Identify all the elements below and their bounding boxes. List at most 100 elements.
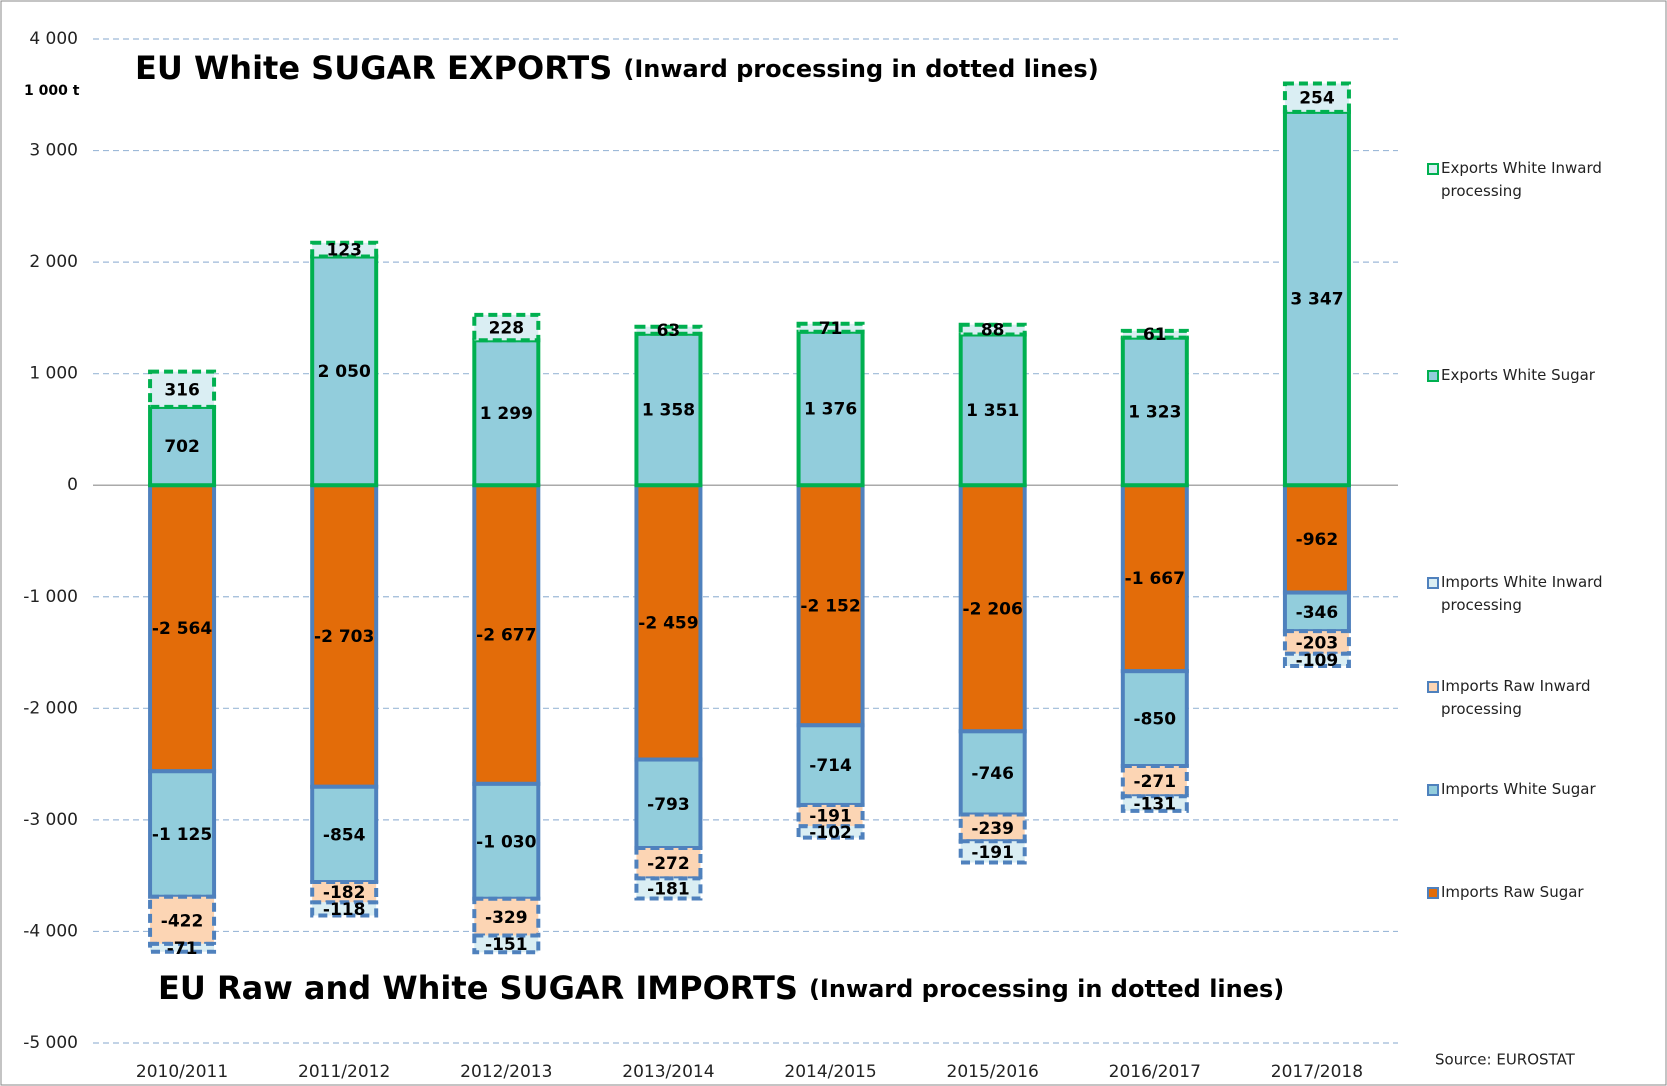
data-label: -793: [647, 795, 690, 815]
data-label: -850: [1134, 710, 1177, 730]
bar-segment: [310, 900, 379, 918]
x-tick-label: 2017/2018: [1271, 1062, 1363, 1082]
data-label: -182: [323, 883, 366, 903]
bar-segment: [310, 254, 379, 488]
data-label: -203: [1296, 633, 1339, 653]
data-label: -1 125: [152, 825, 212, 845]
bar-segment: [958, 729, 1027, 817]
legend-swatch: [1427, 887, 1439, 899]
legend-item: Exports White Inward processing: [1425, 157, 1655, 203]
x-tick-label: 2010/2011: [136, 1062, 228, 1082]
data-label: 2 050: [318, 362, 371, 382]
bar-segment: [310, 784, 379, 885]
data-label: 88: [981, 321, 1005, 341]
data-label: -2 459: [638, 613, 698, 633]
data-label: 1 358: [642, 400, 695, 420]
chart-subtitle: EU Raw and White SUGAR IMPORTS: [158, 969, 798, 1007]
x-tick-label: 2011/2012: [298, 1062, 390, 1082]
data-label: -118: [323, 900, 366, 920]
bar-segment: [958, 322, 1027, 337]
bar-segment: [472, 933, 541, 955]
bar-segment: [796, 329, 865, 488]
data-label: -1 030: [476, 832, 536, 852]
legend-item: Imports Raw Sugar: [1425, 881, 1655, 904]
data-label: 228: [489, 319, 525, 339]
bar-segment: [634, 846, 703, 881]
chart-title: EU White SUGAR EXPORTS: [135, 49, 612, 87]
legend-label: Exports White Inward processing: [1441, 159, 1602, 200]
data-label: -2 677: [476, 626, 536, 646]
y-tick-label: -3 000: [23, 810, 78, 830]
bar-segment: [148, 941, 217, 954]
bar-segment: [796, 321, 865, 334]
legend-swatch: [1427, 370, 1439, 382]
data-label: -854: [323, 825, 366, 845]
bar-segment: [796, 824, 865, 840]
bar-segment: [634, 483, 703, 762]
data-label: 1 299: [480, 404, 533, 424]
data-label: -71: [167, 939, 198, 959]
data-label: -272: [647, 854, 690, 874]
bar-segment: [472, 312, 541, 343]
data-label: -962: [1296, 530, 1339, 550]
legend-label: Imports White Sugar: [1441, 780, 1596, 798]
data-label: 316: [164, 380, 200, 400]
bar-segment: [310, 483, 379, 789]
y-tick-label: -4 000: [23, 921, 78, 941]
data-label: 1 323: [1128, 402, 1181, 422]
data-label: 123: [326, 241, 362, 261]
data-label: -191: [971, 843, 1014, 863]
data-label: -746: [971, 764, 1014, 784]
y-tick-label: 4 000: [29, 29, 78, 49]
legend-item: Imports White Inward processing: [1425, 571, 1655, 617]
bar-segment: [1120, 794, 1189, 813]
data-label: 71: [819, 319, 843, 339]
bar-segment: [1120, 669, 1189, 769]
legend-swatch: [1427, 163, 1439, 175]
bar-segment: [634, 876, 703, 901]
bar-segment: [472, 338, 541, 488]
y-axis-label: 1 000 t: [24, 83, 80, 99]
y-tick-label: -1 000: [23, 587, 78, 607]
bar-segment: [1282, 590, 1351, 634]
data-label: -1 667: [1125, 569, 1185, 589]
y-tick-label: 3 000: [29, 141, 78, 161]
data-label: -181: [647, 879, 690, 899]
data-label: 3 347: [1290, 290, 1343, 310]
bar-segment: [958, 812, 1027, 844]
y-tick-label: -2 000: [23, 698, 78, 718]
legend-label: Imports White Inward processing: [1441, 573, 1603, 614]
legend-item: Imports White Sugar: [1425, 778, 1655, 801]
data-label: -102: [809, 823, 852, 843]
legend-item: Exports White Sugar: [1425, 364, 1655, 387]
subtitle-group: EU Raw and White SUGAR IMPORTS (Inward p…: [158, 969, 1284, 1007]
x-tick-label: 2012/2013: [460, 1062, 552, 1082]
data-label: -2 703: [314, 627, 374, 647]
y-tick-label: -5 000: [23, 1033, 78, 1053]
data-label: -2 564: [152, 619, 212, 639]
data-label: -271: [1134, 772, 1177, 792]
bar-segment: [1120, 335, 1189, 488]
data-label: 1 351: [966, 401, 1019, 421]
data-label: 702: [164, 437, 200, 457]
y-tick-label: 2 000: [29, 252, 78, 272]
y-tick-label: 1 000: [29, 364, 78, 384]
bar-segment: [472, 483, 541, 786]
bar-segment: [1120, 328, 1189, 340]
data-label: 254: [1299, 89, 1335, 109]
data-label: -2 206: [963, 599, 1023, 619]
legend-item: Imports Raw Inward processing: [1425, 675, 1655, 721]
legend-swatch: [1427, 681, 1439, 693]
source: Source: EUROSTAT: [1435, 1051, 1576, 1069]
chart-title-note: (Inward processing in dotted lines): [623, 55, 1098, 83]
bar-segment: [472, 896, 541, 938]
bar-segment: [148, 369, 217, 409]
data-label: -2 152: [800, 596, 860, 616]
data-label: -151: [485, 935, 528, 955]
bar-segment: [1282, 81, 1351, 114]
legend-label: Exports White Sugar: [1441, 366, 1595, 384]
bar-segment: [958, 839, 1027, 865]
